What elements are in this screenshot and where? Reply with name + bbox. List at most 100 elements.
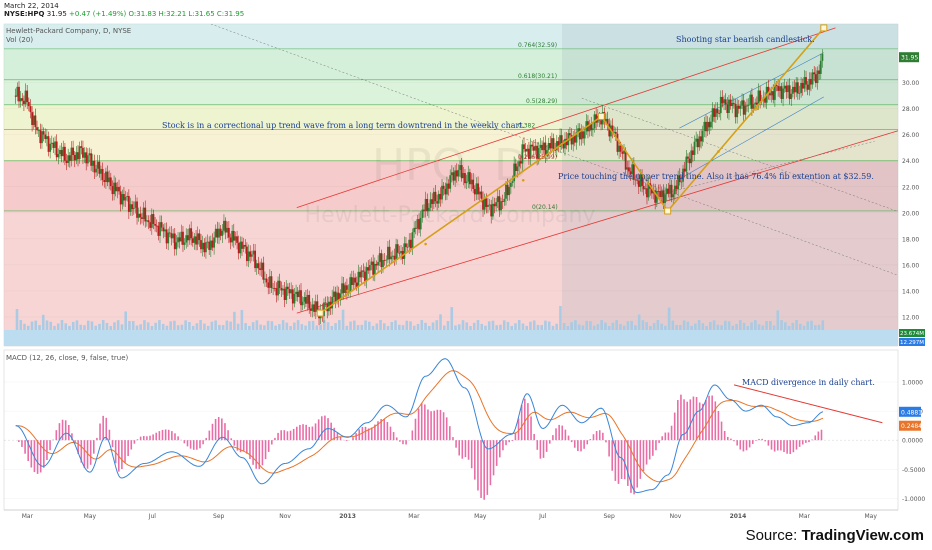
candle-body (178, 237, 181, 242)
candle-body (114, 182, 117, 192)
candle-body (690, 150, 693, 164)
candle-body (305, 297, 307, 304)
candle-body (367, 267, 370, 271)
candle-body (70, 147, 73, 161)
candle-body (145, 220, 148, 222)
candle-body (16, 86, 19, 97)
macd-histogram-bar (58, 423, 61, 441)
volume-bar (169, 321, 172, 330)
volume-bar (83, 325, 86, 330)
candle-body (813, 72, 816, 75)
volume-bar (701, 323, 705, 330)
candle-body (95, 168, 97, 173)
volume-bar (697, 320, 701, 330)
volume-bar (289, 325, 292, 330)
macd-histogram-bar (530, 416, 532, 441)
series-label: Hewlett-Packard Company, D, NYSE (6, 27, 132, 35)
candle-body (759, 90, 762, 102)
macd-histogram-bar (608, 440, 610, 457)
volume-bar (761, 325, 765, 330)
candle-body (205, 242, 207, 253)
candle-body (247, 251, 250, 262)
candle-body (616, 133, 619, 152)
volume-bar (191, 325, 195, 330)
macd-histogram-bar (202, 440, 204, 445)
macd-histogram-bar (483, 440, 485, 500)
volume-bar (255, 320, 259, 330)
candle-body (300, 290, 302, 306)
candle-body (634, 179, 637, 181)
candle-body (219, 228, 222, 236)
macd-histogram-bar (567, 435, 570, 441)
volume-badge-2 (899, 338, 925, 346)
candle-body (473, 189, 476, 195)
macd-histogram-bar (314, 423, 317, 441)
macd-histogram-bar (767, 440, 770, 446)
candle-body (439, 193, 442, 200)
candle-body (59, 149, 61, 155)
macd-histogram-bar (111, 440, 114, 448)
volume-bar (487, 321, 491, 330)
candle-body (741, 100, 743, 106)
macd-histogram-bar (605, 440, 607, 443)
fib-label-2: 0.382 (518, 122, 535, 129)
volume-bar (431, 322, 435, 330)
macd-histogram-bar (486, 440, 489, 495)
volume-bar (146, 322, 150, 330)
candle-body (400, 250, 402, 254)
candle-body (332, 291, 335, 297)
candle-body (746, 105, 748, 107)
candle-body (424, 198, 427, 212)
candle-body (37, 130, 40, 131)
candle-body (413, 227, 416, 233)
candle-body (801, 82, 804, 89)
macd-histogram-bar (46, 440, 48, 461)
candle-body (816, 70, 819, 84)
candle-body (129, 204, 132, 212)
volume-bar (173, 320, 176, 330)
macd-histogram-bar (411, 430, 414, 441)
volume-bar (517, 320, 521, 330)
candle-body (511, 181, 514, 183)
volume-bar (810, 320, 813, 330)
candle-body (201, 242, 204, 250)
volume-bar (532, 320, 536, 330)
volume-bar (161, 323, 165, 330)
volume-bar (821, 320, 825, 330)
macd-histogram-bar (467, 440, 470, 460)
macd-histogram-bar (405, 440, 407, 445)
volume-bar (128, 320, 131, 330)
candle-body (475, 183, 478, 195)
candle-body (660, 190, 663, 197)
candle-body (375, 263, 378, 266)
candle-body (285, 286, 288, 300)
candle-body (662, 190, 665, 204)
candle-body (455, 170, 458, 177)
candle-body (506, 184, 509, 196)
candle-body (131, 204, 134, 210)
shooting-star-annotation: Shooting star bearish candlestick. (676, 35, 815, 44)
macd-histogram-bar (602, 432, 604, 441)
volume-bar (285, 322, 289, 330)
time-tick-6: Mar (408, 513, 420, 520)
macd-histogram-bar (461, 440, 464, 459)
volume-bar (461, 320, 465, 330)
macd-histogram-bar (164, 429, 167, 441)
candle-body (685, 156, 688, 172)
volume-bar (656, 320, 660, 330)
time-axis: Mar May Jul Sep Nov 2013 Mar May Jul Sep Nov 2014 Ma… (4, 509, 898, 520)
candle-body (496, 196, 499, 203)
candle-body (141, 217, 143, 220)
volume-bar (506, 321, 510, 330)
candle-body (605, 118, 607, 122)
macd-histogram-bar (702, 403, 704, 441)
macd-histogram-bar (539, 440, 542, 459)
candle-body (583, 131, 586, 139)
macd-histogram-bar (339, 437, 342, 441)
candle-body (432, 191, 435, 204)
volume-bar (742, 322, 746, 330)
candle-body (591, 128, 594, 131)
macd-histogram-bar (289, 430, 292, 441)
candle-body (309, 308, 312, 311)
macd-histogram-bar (801, 440, 804, 445)
